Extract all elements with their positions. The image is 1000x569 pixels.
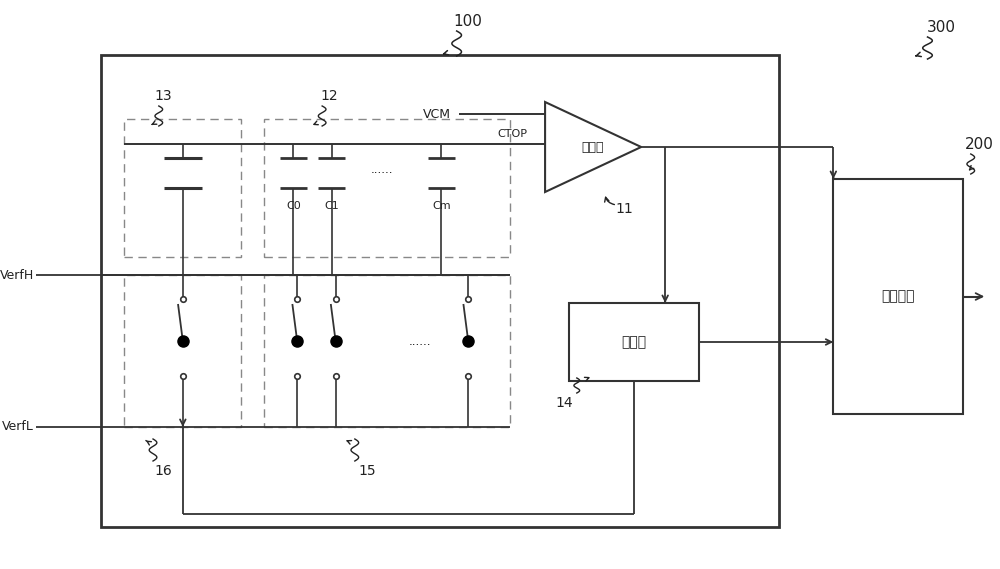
Text: 16: 16	[155, 464, 172, 478]
Text: CTOP: CTOP	[498, 129, 528, 139]
Bar	[101, 55, 779, 527]
Text: C0: C0	[286, 201, 301, 211]
Text: ......: ......	[409, 335, 431, 348]
Text: 12: 12	[320, 89, 338, 103]
Text: 11: 11	[615, 202, 633, 216]
Text: 14: 14	[555, 396, 573, 410]
Text: 矫正电路: 矫正电路	[881, 290, 915, 303]
Text: 100: 100	[454, 14, 483, 28]
Text: C1: C1	[324, 201, 339, 211]
Text: 300: 300	[926, 19, 955, 35]
Text: 15: 15	[358, 464, 376, 478]
Bar	[264, 275, 510, 427]
Text: VerfH: VerfH	[0, 269, 34, 282]
Text: ......: ......	[370, 163, 393, 176]
Text: 13: 13	[155, 89, 172, 103]
Text: 控制器: 控制器	[621, 335, 647, 349]
Bar	[124, 119, 241, 257]
Text: Cm: Cm	[432, 201, 451, 211]
Text: 比较器: 比较器	[582, 141, 604, 154]
Bar	[264, 119, 510, 257]
Bar	[124, 275, 241, 427]
Bar	[569, 303, 699, 381]
Text: 200: 200	[965, 137, 994, 151]
Bar	[833, 179, 963, 414]
Text: VCM: VCM	[423, 108, 451, 121]
Text: VerfL: VerfL	[2, 420, 34, 434]
